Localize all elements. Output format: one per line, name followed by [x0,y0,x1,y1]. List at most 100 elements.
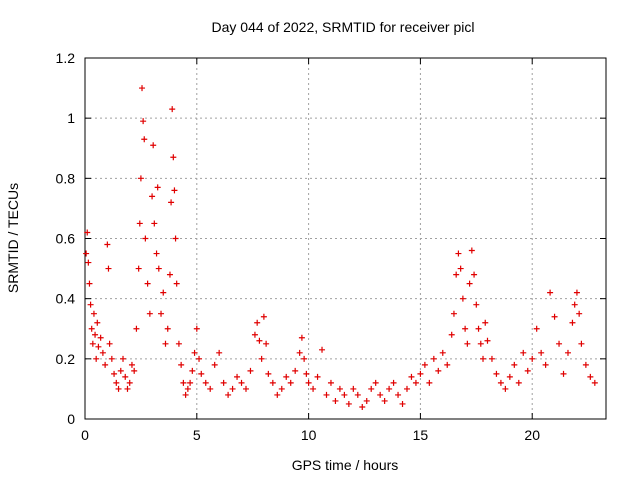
data-point [247,367,254,374]
data-point [85,259,92,266]
data-point [457,265,464,272]
data-point [591,379,598,386]
data-point [533,325,540,332]
data-point [303,370,310,377]
data-point [386,385,393,392]
data-point [556,340,563,347]
data-point [158,310,165,317]
data-point [305,379,312,386]
data-point [377,391,384,398]
data-point [153,250,160,257]
data-point [524,367,531,374]
data-point [242,385,249,392]
data-point [265,370,272,377]
data-point [151,220,158,227]
data-point [128,361,135,368]
data-point [520,349,527,356]
y-tick-label: 1 [67,110,75,126]
data-point [319,346,326,353]
data-point [412,379,419,386]
data-point [587,373,594,380]
data-point [93,355,100,362]
data-point [381,397,388,404]
data-point [576,310,583,317]
data-point [368,385,375,392]
data-point [117,367,124,374]
x-axis-label: GPS time / hours [292,457,399,473]
data-point [488,355,495,362]
data-point [547,289,554,296]
data-point [154,184,161,191]
data-point [453,271,460,278]
data-point [582,361,589,368]
data-point [269,379,276,386]
data-point [332,397,339,404]
data-point [164,325,171,332]
data-point [484,337,491,344]
data-point [187,379,194,386]
chart-title: Day 044 of 2022, SRMTID for receiver pic… [212,19,475,35]
data-point [430,355,437,362]
data-point [122,373,129,380]
data-point [497,379,504,386]
data-point [578,340,585,347]
data-point [444,361,451,368]
data-point [97,334,104,341]
data-point [89,340,96,347]
data-point [150,142,157,149]
x-tick-label: 0 [81,427,89,443]
data-point [234,373,241,380]
data-point [426,379,433,386]
data-point [142,235,149,242]
data-point [408,373,415,380]
y-tick-label: 0.8 [56,170,76,186]
data-point [182,391,189,398]
data-point [131,367,138,374]
data-point [287,379,294,386]
data-point [220,379,227,386]
data-point [450,310,457,317]
y-tick-label: 0.6 [56,231,76,247]
data-point [193,325,200,332]
data-point [573,289,580,296]
data-point [468,247,475,254]
data-point [260,313,267,320]
data-point [399,400,406,407]
data-point [141,136,148,143]
data-point [323,391,330,398]
data-point [162,340,169,347]
data-point [571,301,578,308]
y-tick-label: 0.2 [56,351,76,367]
data-point [87,301,94,308]
data-point [455,250,462,257]
data-point [94,319,101,326]
data-point [169,106,176,113]
y-axis-label: SRMTID / TECUs [5,183,21,293]
data-point [529,355,536,362]
data-point [139,85,146,92]
data-point [146,310,153,317]
data-point [144,280,151,287]
data-point [395,391,402,398]
data-point [149,193,156,200]
data-point [202,379,209,386]
data-point [538,349,545,356]
data-point [184,385,191,392]
data-point [345,400,352,407]
data-point [403,385,410,392]
data-point [95,343,102,350]
data-point [111,370,118,377]
y-tick-label: 0.4 [56,291,76,307]
data-point [278,385,285,392]
x-tick-label: 20 [524,427,540,443]
data-point [459,295,466,302]
data-point [350,385,357,392]
data-point [258,355,265,362]
data-point [198,370,205,377]
data-point [390,379,397,386]
data-point [435,367,442,374]
data-point [448,331,455,338]
data-point [466,280,473,287]
data-point [83,250,90,257]
